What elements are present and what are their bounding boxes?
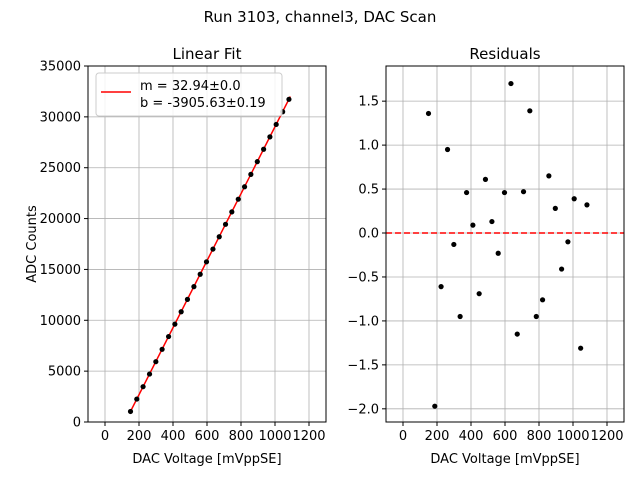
fit-line [129,96,291,412]
data-point [165,333,172,340]
data-point [235,196,241,202]
data-point [520,189,527,195]
data-point [286,96,292,102]
data-point [254,159,260,165]
x-axis-title: DAC Voltage [mVppSE] [132,452,281,467]
x-axis-title: DAC Voltage [mVppSE] [430,452,579,467]
x-tick-label: 800 [527,429,552,444]
data-point [578,345,584,351]
data-point [153,359,159,365]
data-point [470,222,476,228]
data-point [140,384,146,390]
y-tick-label: 15000 [40,263,81,278]
data-point [444,146,451,153]
x-tick-label: 0 [399,429,407,444]
y-tick-label: 0.5 [358,183,379,198]
y-tick-label: −2.0 [347,402,379,417]
data-point [457,313,463,320]
y-tick-label: 0 [73,416,81,431]
data-point [203,259,210,265]
y-tick-label: 20000 [40,212,81,227]
legend-entry: m = 32.94±0.0 [140,79,241,94]
y-tick-label: 1.0 [358,139,379,154]
data-point [191,284,197,290]
data-point [273,121,279,128]
data-point [134,396,140,402]
x-tick-label: 1200 [292,429,325,444]
legend-box [95,72,283,117]
data-point [159,346,165,352]
data-point [476,291,482,297]
y-tick-label: 1.5 [358,95,379,110]
data-point [451,241,457,248]
data-point [267,134,273,140]
data-point [216,234,222,240]
x-tick-label: 0 [101,429,109,444]
data-point [565,239,571,245]
data-point [539,297,546,303]
data-point [222,221,229,227]
data-point [178,309,184,315]
y-tick-label: 30000 [40,110,81,125]
data-point [197,271,203,277]
data-point [463,189,470,196]
x-tick-label: 1200 [590,429,623,444]
y-tick-label: −1.5 [347,358,379,373]
x-tick-label: 600 [493,429,518,444]
data-point [438,284,444,290]
data-point [508,80,514,87]
data-point [172,321,178,327]
data-point [552,205,558,211]
data-point [261,146,267,152]
data-point [127,408,134,415]
data-point [501,189,508,196]
data-point [489,218,495,225]
panel-title: Linear Fit [173,45,242,63]
x-tick-label: 600 [195,429,220,444]
y-axis-title: ADC Counts [25,205,40,283]
data-point [229,209,235,215]
x-tick-label: 400 [161,429,186,444]
data-point [184,296,191,302]
x-tick-label: 200 [127,429,152,444]
x-tick-label: 1000 [258,429,291,444]
legend: m = 32.94±0.0 b = -3905.63±0.19 [95,72,283,117]
data-point [584,202,590,208]
data-point [241,184,248,190]
data-point [432,403,438,409]
panel-title: Residuals [469,45,540,63]
x-tick-label: 1000 [556,429,589,444]
data-point [146,371,153,377]
residuals-panel: 0 200 400 600 800 1000 1200 −2.0 −1.5 −1.0 −0.5 0.0… [347,45,625,467]
data-point [425,110,432,117]
data-point [533,313,539,320]
data-point [527,108,533,114]
data-point [559,266,565,272]
y-tick-label: 35000 [40,60,81,75]
data-point [546,173,552,179]
legend-entry: b = -3905.63±0.19 [140,96,266,111]
y-tick-label: 25000 [40,161,81,176]
data-point [571,196,577,202]
data-point [482,176,489,182]
y-tick-label: −0.5 [347,270,379,285]
figure-suptitle: Run 3103, channel3, DAC Scan [204,8,437,26]
x-tick-label: 200 [425,429,450,444]
linear-fit-panel: 0 200 400 600 800 1000 1200 0 5000 10000 15000 2000… [25,45,327,467]
data-point [514,331,520,337]
y-tick-label: 5000 [48,365,81,380]
x-tick-label: 400 [459,429,484,444]
data-point [495,250,501,256]
y-tick-label: −1.0 [347,314,379,329]
data-point [248,171,254,177]
y-tick-label: 10000 [40,314,81,329]
y-tick-label: 0.0 [358,227,379,242]
x-tick-label: 800 [229,429,254,444]
data-point [210,246,216,252]
